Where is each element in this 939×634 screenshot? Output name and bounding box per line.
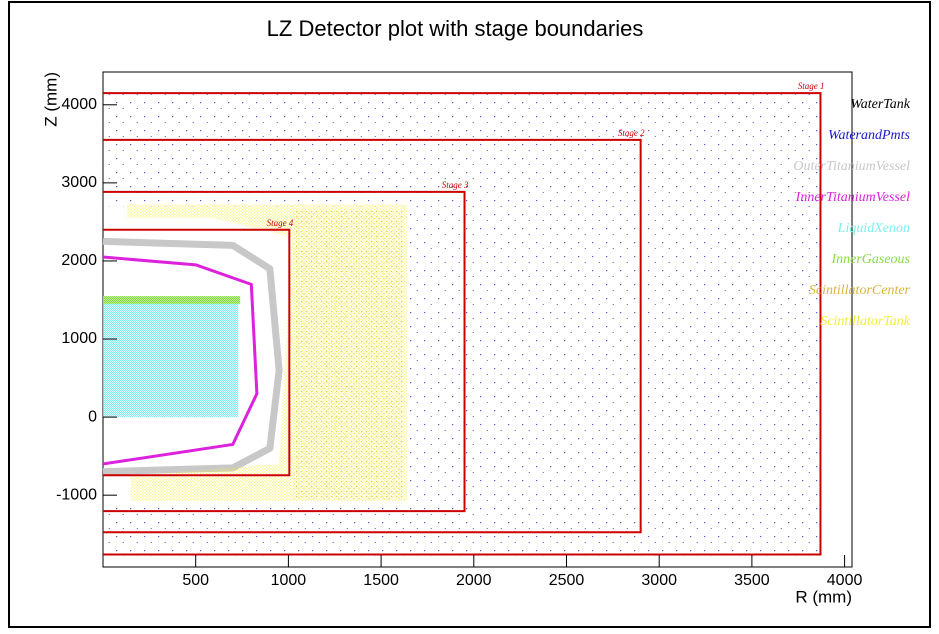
legend-entry: ScintillatorCenter (809, 283, 911, 298)
y-tick-label: -1000 (56, 486, 97, 503)
x-tick-label: 3500 (734, 572, 770, 589)
legend-entry: InnerTitaniumVessel (795, 190, 910, 205)
vessel-outline (102, 255, 259, 466)
stage-label: Stage 4 (267, 218, 294, 228)
x-tick-label: 1000 (271, 572, 307, 589)
legend-entry: OuterTitaniumVessel (793, 159, 910, 174)
x-tick-label: 1500 (363, 572, 399, 589)
stage-boundary (103, 92, 822, 556)
x-tick-label: 500 (182, 572, 209, 589)
point-cloud (103, 303, 239, 418)
x-tick-label: 4000 (827, 572, 863, 589)
stage-label: Stage 3 (442, 180, 469, 190)
legend-entry: ScintillatorTank (820, 314, 911, 329)
frame (8, 1, 931, 628)
y-tick-label: 4000 (61, 96, 97, 113)
y-tick-label: 2000 (61, 252, 97, 269)
x-tick-label: 2000 (456, 572, 492, 589)
y-tick-label: 1000 (61, 330, 97, 347)
stage-boundary (103, 228, 291, 477)
y-axis-title: Z (mm) (41, 72, 60, 127)
chart-title: LZ Detector plot with stage boundaries (267, 16, 644, 41)
x-tick-label: 3000 (641, 572, 677, 589)
legend-entry: WaterTank (850, 97, 910, 112)
legend-entry: WaterandPmts (828, 128, 910, 143)
stage-label: Stage 2 (618, 128, 645, 138)
point-cloud (103, 296, 241, 304)
x-axis-title: R (mm) (795, 587, 852, 606)
y-tick-label: 3000 (61, 174, 97, 191)
stage-boundary (103, 190, 466, 513)
legend-entry: InnerGaseous (830, 252, 910, 267)
point-cloud (127, 204, 408, 502)
x-tick-label: 2500 (549, 572, 585, 589)
stage-boundary (103, 138, 642, 534)
stage-label: Stage 1 (798, 81, 825, 91)
y-tick-label: 0 (88, 408, 97, 425)
legend-entry: LiquidXenon (837, 221, 910, 236)
